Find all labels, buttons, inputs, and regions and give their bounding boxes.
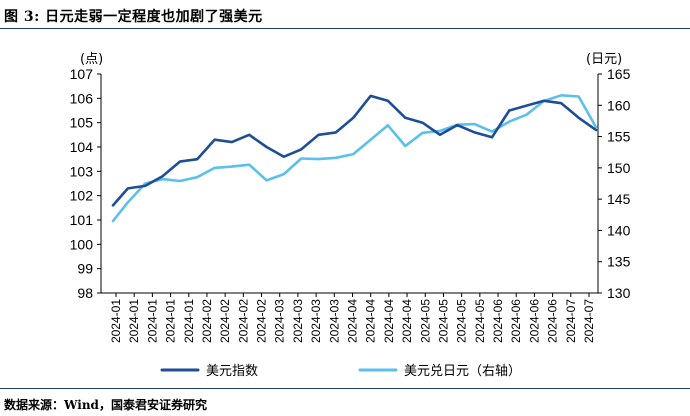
left-tick-label: 101 bbox=[70, 212, 94, 228]
left-tick-label: 99 bbox=[77, 261, 93, 277]
x-tick-label: 2024-01 bbox=[109, 299, 123, 343]
right-tick-label: 130 bbox=[607, 285, 631, 301]
source-divider bbox=[0, 388, 690, 389]
x-tick-label: 2024-04 bbox=[400, 299, 414, 343]
chart-axes bbox=[100, 74, 599, 294]
x-axis-ticks: 2024-01 2024-01 2024-01 2024-01 2024-01 2024-… bbox=[109, 293, 596, 343]
left-axis-ticks: 98 99 100 101 102 103 104 105 106 107 bbox=[70, 66, 101, 301]
x-tick-label: 2024-04 bbox=[382, 299, 396, 343]
x-tick-label: 2024-05 bbox=[473, 299, 487, 343]
x-tick-label: 2024-01 bbox=[127, 299, 141, 343]
left-tick-label: 105 bbox=[70, 115, 94, 131]
left-tick-label: 102 bbox=[70, 188, 94, 204]
x-tick-label: 2024-03 bbox=[327, 299, 341, 343]
right-tick-label: 155 bbox=[607, 129, 631, 145]
left-tick-label: 103 bbox=[70, 163, 94, 179]
left-tick-label: 104 bbox=[70, 139, 94, 155]
x-tick-label: 2024-06 bbox=[546, 299, 560, 343]
x-tick-label: 2024-03 bbox=[273, 299, 287, 343]
left-tick-label: 106 bbox=[70, 90, 94, 106]
left-axis-unit: (点) bbox=[80, 52, 103, 67]
x-tick-label: 2024-07 bbox=[564, 299, 578, 343]
left-tick-label: 100 bbox=[70, 236, 94, 252]
x-tick-label: 2024-06 bbox=[491, 299, 505, 343]
figure-title: 图 3: 日元走弱一定程度也加剧了强美元 bbox=[4, 9, 263, 25]
x-tick-label: 2024-02 bbox=[200, 299, 214, 343]
left-tick-label: 98 bbox=[77, 285, 93, 301]
figure-source: 数据来源：Wind，国泰君安证券研究 bbox=[4, 398, 207, 412]
right-axis-unit: (日元) bbox=[586, 52, 622, 67]
x-tick-label: 2024-01 bbox=[182, 299, 196, 343]
x-tick-label: 2024-01 bbox=[164, 299, 178, 343]
x-tick-label: 2024-02 bbox=[236, 299, 250, 343]
x-tick-label: 2024-03 bbox=[291, 299, 305, 343]
x-tick-label: 2024-06 bbox=[527, 299, 541, 343]
legend: 美元指数 美元兑日元（右轴） bbox=[160, 364, 521, 379]
x-tick-label: 2024-06 bbox=[509, 299, 523, 343]
series-line-usdjpy bbox=[111, 94, 598, 223]
right-axis-ticks: 130 135 140 145 150 155 160 165 bbox=[598, 66, 631, 301]
x-tick-label: 2024-04 bbox=[346, 299, 360, 343]
x-tick-label: 2024-05 bbox=[418, 299, 432, 343]
series-layer bbox=[111, 94, 598, 223]
legend-label-usdjpy: 美元兑日元（右轴） bbox=[404, 364, 521, 379]
right-tick-label: 160 bbox=[607, 97, 631, 113]
x-tick-label: 2024-04 bbox=[364, 299, 378, 343]
series-line-dxy bbox=[111, 94, 598, 207]
x-tick-label: 2024-05 bbox=[455, 299, 469, 343]
left-tick-label: 107 bbox=[70, 66, 94, 82]
x-tick-label: 2024-02 bbox=[255, 299, 269, 343]
right-tick-label: 135 bbox=[607, 254, 631, 270]
x-tick-label: 2024-03 bbox=[309, 299, 323, 343]
x-tick-label: 2024-07 bbox=[582, 299, 596, 343]
x-tick-label: 2024-05 bbox=[436, 299, 450, 343]
title-divider bbox=[0, 28, 690, 29]
right-tick-label: 140 bbox=[607, 222, 631, 238]
x-tick-label: 2024-02 bbox=[218, 299, 232, 343]
chart: 98 99 100 101 102 103 104 105 106 107 130 135 140 14… bbox=[70, 52, 631, 379]
right-tick-label: 150 bbox=[607, 160, 631, 176]
right-tick-label: 145 bbox=[607, 191, 631, 207]
right-tick-label: 165 bbox=[607, 66, 631, 82]
legend-label-dxy: 美元指数 bbox=[206, 364, 258, 379]
x-tick-label: 2024-01 bbox=[145, 299, 159, 343]
